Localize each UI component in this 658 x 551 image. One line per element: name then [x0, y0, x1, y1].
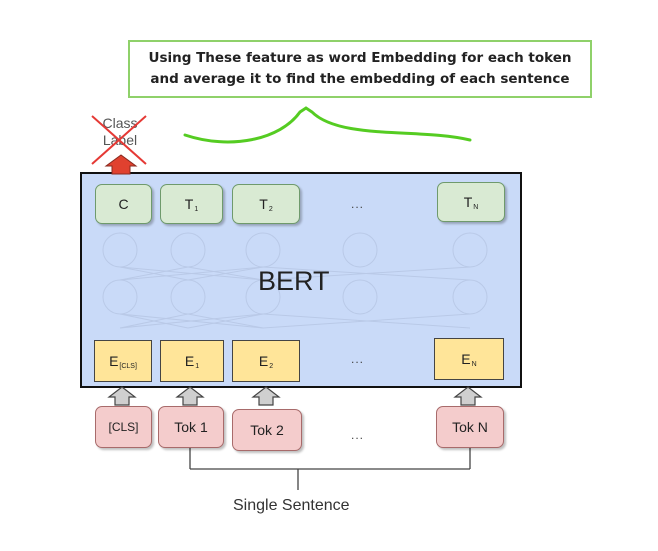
brace-curve: [183, 106, 472, 144]
class-output-arrow: [104, 154, 138, 175]
embedding-box-cls: E [CLS]: [94, 340, 152, 382]
token-label: Tok N: [452, 419, 488, 435]
output-label: C: [118, 196, 129, 212]
annotation-line-2: and average it to find the embedding of …: [150, 71, 570, 87]
output-ellipsis: ...: [351, 197, 365, 211]
embedding-label: E: [109, 353, 119, 369]
token-label: [CLS]: [108, 420, 139, 434]
embedding-ellipsis: ...: [351, 352, 365, 366]
embedding-subscript: N: [471, 360, 477, 368]
sentence-label: Single Sentence: [233, 497, 350, 514]
annotation-note: Using These feature as word Embedding fo…: [128, 40, 592, 98]
output-label: T: [463, 194, 473, 210]
embedding-subscript: 2: [269, 362, 274, 370]
output-label: T: [184, 196, 194, 212]
bert-title: BERT: [258, 266, 330, 296]
embedding-subscript: [CLS]: [119, 362, 137, 370]
annotation-line-1: Using These feature as word Embedding fo…: [148, 50, 572, 66]
embedding-label: E: [258, 353, 269, 369]
output-subscript: 2: [268, 205, 273, 213]
hidden-layer-network: [102, 232, 488, 329]
token-label: Tok 2: [250, 422, 284, 438]
class-label-line-1: Class: [102, 115, 138, 131]
token-arrows: [107, 386, 483, 406]
embedding-subscript: 1: [195, 362, 200, 370]
output-subscript: N: [473, 203, 479, 211]
embedding-label: E: [461, 351, 471, 367]
output-subscript: 1: [194, 205, 199, 213]
token-box-n: Tok N: [436, 406, 504, 448]
sentence-connector: [189, 448, 471, 490]
token-box-cls: [CLS]: [95, 406, 152, 448]
token-ellipsis: ...: [351, 428, 365, 442]
token-label: Tok 1: [174, 419, 208, 435]
token-box-1: Tok 1: [158, 406, 224, 448]
output-label: T: [259, 196, 268, 212]
cross-out-mark: [91, 115, 147, 165]
embedding-label: E: [184, 353, 195, 369]
output-box-c: C: [95, 184, 152, 224]
token-box-2: Tok 2: [232, 409, 302, 451]
